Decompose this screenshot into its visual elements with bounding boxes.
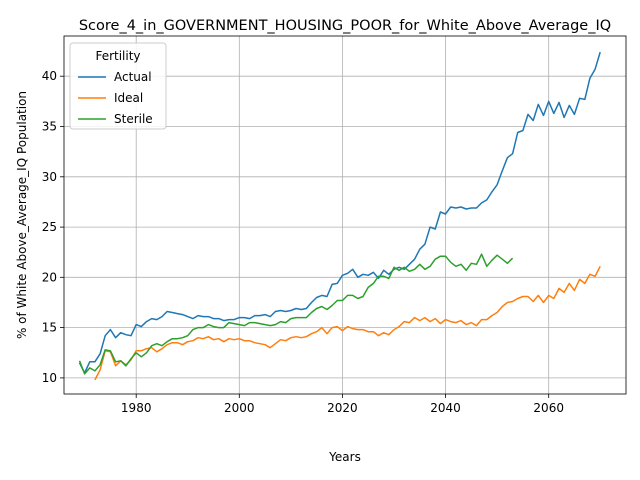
plot-frame [63,35,627,395]
x-tick-label: 2020 [327,401,358,415]
x-tick-label: 2060 [533,401,564,415]
series-lines [78,51,601,381]
x-axis-title: Years [328,450,361,464]
y-tick-label: 25 [42,220,57,234]
legend-label-actual: Actual [114,70,152,84]
grid-lines [64,36,626,394]
y-tick-label: 40 [42,69,57,83]
y-tick-label: 10 [42,371,57,385]
y-tick-label: 20 [42,270,57,284]
x-tick-label: 2000 [224,401,255,415]
x-axis: 1980 2000 2020 2040 2060 [121,394,564,415]
chart-title: Score_4_in_GOVERNMENT_HOUSING_POOR_for_W… [79,18,611,34]
y-axis-title: % of White Above_Average_IQ Population [15,91,29,339]
y-tick-label: 15 [42,321,57,335]
y-axis: 10 15 20 25 30 35 40 [42,69,64,385]
x-tick-label: 1980 [121,401,152,415]
series-line-actual [78,51,601,374]
y-tick-label: 35 [42,120,57,134]
y-tick-label: 30 [42,170,57,184]
legend-title: Fertility [95,49,140,63]
legend-label-ideal: Ideal [114,91,143,105]
legend: Fertility Actual Ideal Sterile [69,42,167,130]
x-tick-label: 2040 [430,401,461,415]
series-line-sterile [78,253,514,375]
legend-label-sterile: Sterile [114,112,153,126]
legend-box [69,42,167,130]
series-line-ideal [94,265,601,381]
